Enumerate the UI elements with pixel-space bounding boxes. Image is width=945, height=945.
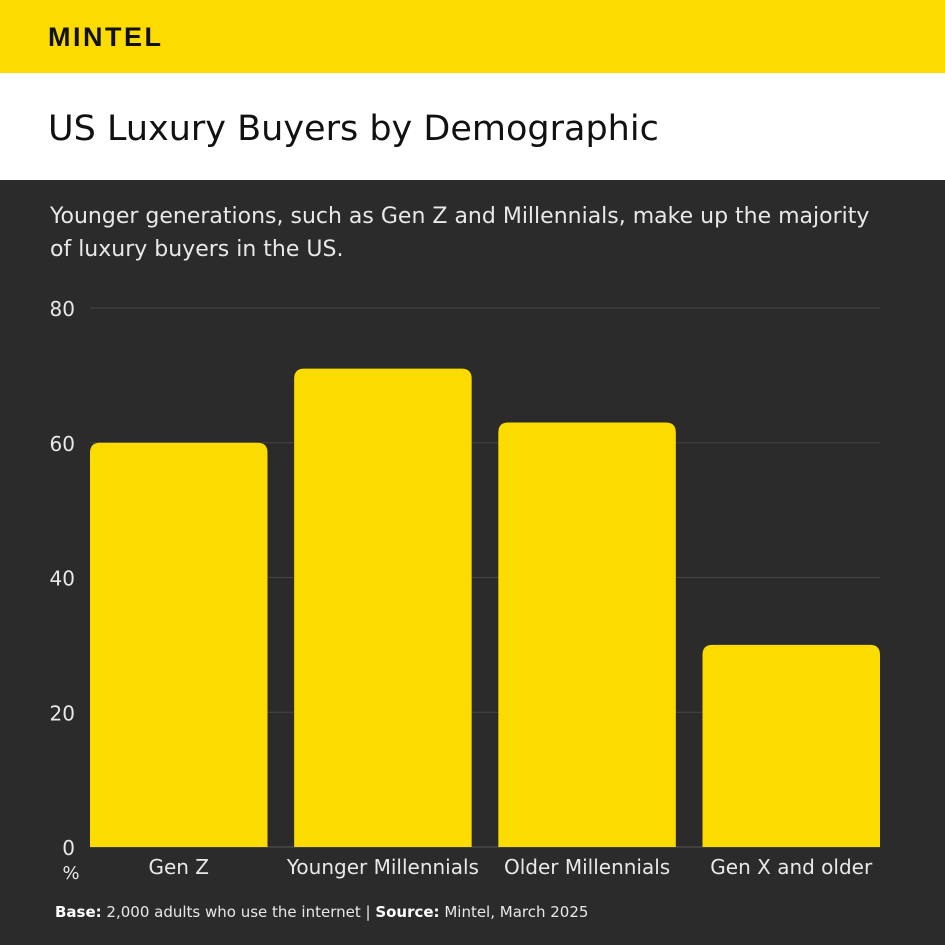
base-label: Base: — [55, 903, 102, 921]
x-tick-label: Gen Z — [148, 855, 209, 879]
chart-subtitle: Younger generations, such as Gen Z and M… — [50, 204, 870, 262]
brand-bar: MINTEL — [0, 0, 945, 73]
bar-younger-millennials — [294, 368, 472, 847]
bar-gen-x-and-older — [702, 644, 880, 847]
y-tick-label: 0 — [62, 836, 75, 860]
bar-gen-z — [90, 442, 268, 847]
title-bar: US Luxury Buyers by Demographic — [0, 73, 945, 180]
y-tick-label: 60 — [50, 432, 75, 456]
y-tick-label: 80 — [50, 297, 75, 321]
page-title: US Luxury Buyers by Demographic — [48, 109, 659, 149]
y-tick-label: 40 — [50, 567, 75, 591]
footer-note: Base: 2,000 adults who use the internet … — [55, 903, 588, 921]
bar-older-millennials — [498, 422, 676, 847]
y-axis-unit: % — [62, 863, 79, 884]
x-tick-label: Older Millennials — [504, 855, 670, 879]
source-label: Source: — [375, 903, 440, 921]
base-text: 2,000 adults who use the internet | — [101, 903, 376, 921]
y-tick-label: 20 — [50, 701, 75, 725]
x-tick-label: Gen X and older — [710, 855, 873, 879]
mintel-logo: MINTEL — [48, 22, 164, 52]
x-tick-label: Younger Millennials — [286, 855, 479, 879]
source-text: Mintel, March 2025 — [439, 903, 589, 921]
